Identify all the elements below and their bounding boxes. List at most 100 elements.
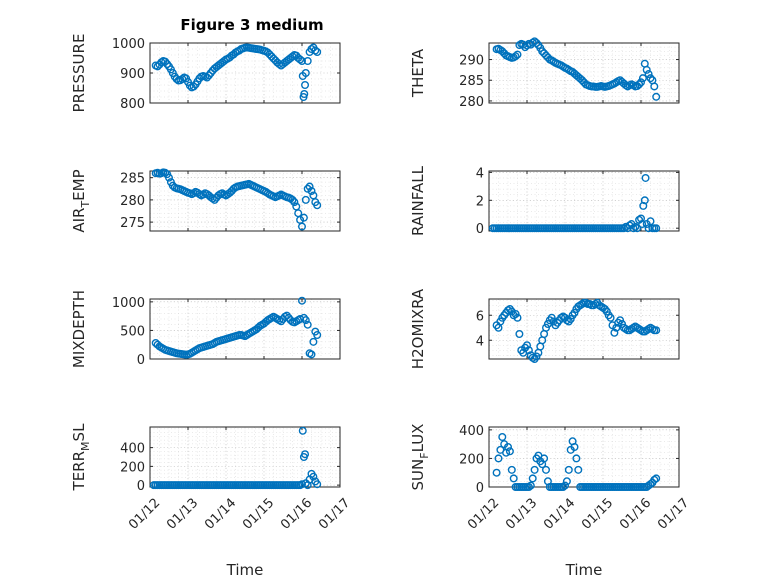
data-point <box>305 182 314 191</box>
y-tick-label: 900 <box>120 67 145 82</box>
data-point <box>559 483 568 492</box>
data-point <box>562 477 571 486</box>
data-point <box>511 52 520 61</box>
data-point <box>301 68 310 77</box>
y-axis-label-rest: SL <box>70 423 88 442</box>
data-point <box>492 468 501 477</box>
data-point <box>303 320 312 329</box>
y-axis-label-main: THETA <box>409 48 427 98</box>
axes-box <box>488 170 680 232</box>
data-point <box>313 48 322 57</box>
data-series <box>151 43 322 101</box>
y-axis-label: RAINFALL <box>409 165 427 236</box>
data-point <box>528 474 537 483</box>
data-point <box>313 201 322 210</box>
data-point <box>282 311 291 320</box>
data-series <box>492 298 661 364</box>
data-point <box>498 433 507 442</box>
x-axis-label: Time <box>565 561 603 579</box>
data-point <box>652 92 661 101</box>
data-point <box>515 330 524 339</box>
y-axis-label: THETA <box>409 48 427 98</box>
x-axis-label: Time <box>226 561 264 579</box>
axes-frame <box>149 298 341 360</box>
data-point <box>574 465 583 474</box>
data-point <box>301 450 310 459</box>
data-point <box>172 74 181 83</box>
data-point <box>513 50 522 59</box>
data-point <box>509 474 518 483</box>
data-point <box>189 82 198 91</box>
y-tick-label: 4 <box>476 334 484 349</box>
y-tick-label: 275 <box>120 216 145 231</box>
data-point <box>199 190 208 199</box>
data-point <box>504 443 513 452</box>
y-tick-label: 1000 <box>112 296 145 311</box>
data-point <box>633 224 642 233</box>
y-axis-label: H2OMIXRA <box>409 288 427 369</box>
y-axis-label-subscript: F <box>418 452 431 458</box>
data-point <box>530 465 539 474</box>
axes-frame <box>149 170 341 232</box>
data-point <box>644 70 653 79</box>
y-axis-label-subscript: T <box>79 201 92 209</box>
data-point <box>307 350 316 359</box>
subplot-1: 800 900 1000 PRESSURE <box>70 34 341 112</box>
data-point <box>277 317 286 326</box>
data-point <box>652 224 661 233</box>
figure-title: Figure 3 medium <box>180 16 323 34</box>
data-point <box>189 189 198 198</box>
data-point <box>640 196 649 205</box>
data-point <box>195 190 204 199</box>
data-series <box>488 173 661 233</box>
axes-frame <box>488 42 680 104</box>
data-point <box>161 168 170 177</box>
data-point <box>298 57 307 66</box>
y-tick-label: 0 <box>137 353 145 368</box>
data-point <box>298 222 307 231</box>
y-axis-label: MIXDEPTH <box>70 290 88 368</box>
data-point <box>650 82 659 91</box>
data-point <box>303 57 312 66</box>
y-tick-label: 290 <box>459 54 484 69</box>
axes-box <box>149 426 341 488</box>
data-point <box>185 81 194 90</box>
subplot-4: 0 2 4 RAINFALL <box>409 165 680 237</box>
y-axis-label-main: SUN <box>409 459 427 491</box>
y-axis-label-main: RAINFALL <box>409 165 427 236</box>
y-tick-label: 4 <box>476 166 484 181</box>
y-tick-label: 200 <box>459 452 484 467</box>
data-series <box>492 433 661 492</box>
data-point <box>505 447 514 456</box>
y-tick-label: 500 <box>120 324 145 339</box>
data-point <box>637 78 646 87</box>
data-point <box>637 214 646 223</box>
data-point <box>507 465 516 474</box>
data-point <box>638 220 647 229</box>
y-axis-label-subscript: M <box>79 441 92 451</box>
data-point <box>572 454 581 463</box>
data-point <box>299 213 308 222</box>
data-point <box>612 323 621 332</box>
data-point <box>602 307 611 316</box>
data-point <box>298 480 307 489</box>
data-point <box>646 74 655 83</box>
y-tick-label: 2 <box>476 194 484 209</box>
y-tick-label: 1000 <box>112 37 145 52</box>
data-point <box>564 465 573 474</box>
data-point <box>570 308 579 317</box>
y-tick-label: 0 <box>476 222 484 237</box>
subplot-3: 275 280 285 AIRTEMP <box>70 168 341 233</box>
data-point <box>635 80 644 89</box>
data-series <box>492 37 661 101</box>
y-tick-label: 0 <box>137 479 145 494</box>
y-tick-label: 0 <box>476 481 484 496</box>
y-tick-label: 400 <box>120 442 145 457</box>
y-tick-label: 800 <box>120 97 145 112</box>
data-point <box>311 46 320 55</box>
data-point <box>542 465 551 474</box>
y-axis-label-rest: EMP <box>70 169 88 200</box>
data-point <box>296 55 305 64</box>
data-point <box>288 195 297 204</box>
data-point <box>532 39 541 48</box>
